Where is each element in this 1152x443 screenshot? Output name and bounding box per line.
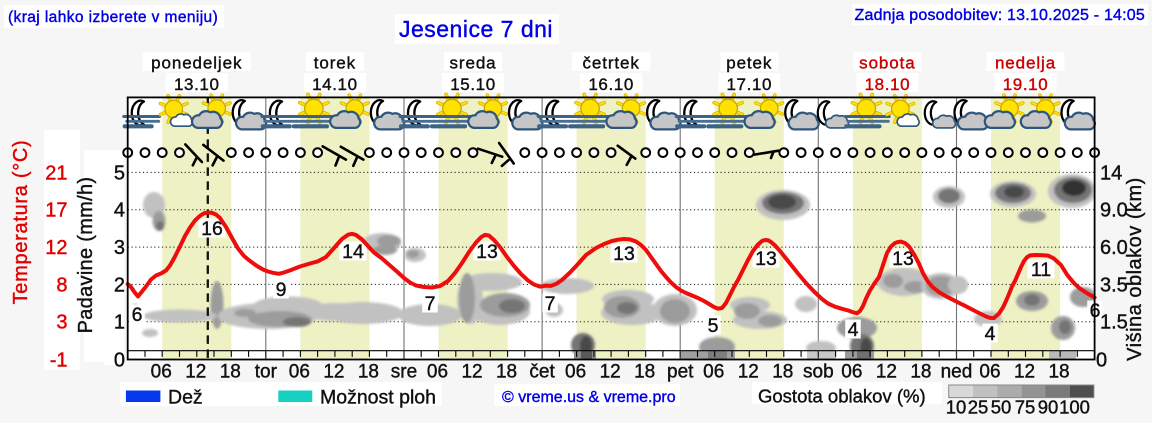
svg-text:Možnost ploh: Možnost ploh <box>320 387 436 409</box>
svg-text:19.10: 19.10 <box>1003 75 1049 94</box>
svg-text:ponedeljek: ponedeljek <box>151 54 242 73</box>
svg-text:12: 12 <box>1014 361 1035 382</box>
svg-text:Višina oblakov (km): Višina oblakov (km) <box>1124 177 1146 361</box>
svg-text:8: 8 <box>56 274 67 296</box>
svg-text:75: 75 <box>1015 397 1036 418</box>
svg-text:50: 50 <box>991 397 1012 418</box>
svg-text:2: 2 <box>114 274 125 296</box>
svg-text:sob: sob <box>803 361 834 382</box>
svg-text:18: 18 <box>772 361 793 382</box>
svg-text:ned: ned <box>941 361 973 382</box>
svg-text:5: 5 <box>114 162 125 184</box>
svg-text:torek: torek <box>314 54 356 73</box>
svg-text:06: 06 <box>151 361 172 382</box>
svg-text:13: 13 <box>755 248 777 270</box>
svg-text:6: 6 <box>132 304 143 326</box>
svg-text:13: 13 <box>613 243 635 265</box>
svg-text:12: 12 <box>185 361 206 382</box>
svg-text:06: 06 <box>979 361 1000 382</box>
svg-text:9: 9 <box>276 279 287 301</box>
svg-text:4: 4 <box>114 200 125 222</box>
svg-text:čet: čet <box>529 361 555 382</box>
svg-text:18: 18 <box>220 361 241 382</box>
svg-text:5: 5 <box>708 315 719 337</box>
svg-text:12: 12 <box>600 361 621 382</box>
svg-text:petek: petek <box>726 54 772 73</box>
svg-text:Gostota oblakov (%): Gostota oblakov (%) <box>758 386 926 407</box>
svg-text:3.5: 3.5 <box>1100 274 1128 296</box>
svg-text:16.10: 16.10 <box>588 75 634 94</box>
svg-text:06: 06 <box>703 361 724 382</box>
svg-text:14: 14 <box>342 241 364 263</box>
svg-text:3: 3 <box>56 312 67 334</box>
svg-text:Zadnja posodobitev: 13.10.2025: Zadnja posodobitev: 13.10.2025 - 14:05 <box>855 7 1145 24</box>
svg-text:21: 21 <box>45 162 67 184</box>
svg-text:100: 100 <box>1059 397 1090 418</box>
svg-text:0: 0 <box>1096 350 1107 372</box>
svg-text:06: 06 <box>427 361 448 382</box>
svg-text:06: 06 <box>289 361 310 382</box>
svg-text:90: 90 <box>1038 397 1059 418</box>
svg-text:0: 0 <box>114 350 125 372</box>
svg-text:10: 10 <box>946 397 967 418</box>
svg-text:4: 4 <box>848 319 859 341</box>
svg-text:sreda: sreda <box>450 54 497 73</box>
svg-text:14.10: 14.10 <box>312 75 358 94</box>
svg-text:16: 16 <box>201 218 223 240</box>
svg-text:18: 18 <box>1048 361 1069 382</box>
svg-text:12: 12 <box>738 361 759 382</box>
svg-text:13: 13 <box>476 241 498 263</box>
svg-text:13.10: 13.10 <box>174 75 220 94</box>
svg-text:9.0: 9.0 <box>1100 200 1128 222</box>
svg-text:15.10: 15.10 <box>450 75 496 94</box>
svg-text:18.10: 18.10 <box>865 75 911 94</box>
svg-text:13: 13 <box>892 248 914 270</box>
svg-text:Dež: Dež <box>168 387 203 409</box>
svg-text:12: 12 <box>461 361 482 382</box>
svg-text:7: 7 <box>545 293 556 315</box>
svg-text:Jesenice 7 dni: Jesenice 7 dni <box>399 16 553 42</box>
svg-text:6.0: 6.0 <box>1100 237 1128 259</box>
svg-text:06: 06 <box>565 361 586 382</box>
svg-text:25: 25 <box>968 397 989 418</box>
svg-text:7: 7 <box>425 293 436 315</box>
svg-text:sre: sre <box>391 361 417 382</box>
svg-text:18: 18 <box>634 361 655 382</box>
svg-text:11: 11 <box>1031 259 1051 281</box>
svg-text:12: 12 <box>323 361 344 382</box>
svg-text:17.10: 17.10 <box>727 75 773 94</box>
svg-text:12: 12 <box>45 237 67 259</box>
svg-text:06: 06 <box>841 361 862 382</box>
svg-text:18: 18 <box>910 361 931 382</box>
svg-text:17: 17 <box>45 200 67 222</box>
svg-text:18: 18 <box>358 361 379 382</box>
svg-text:1.5: 1.5 <box>1100 312 1128 334</box>
svg-text:3: 3 <box>114 237 125 259</box>
svg-text:1: 1 <box>114 312 125 334</box>
svg-text:nedelja: nedelja <box>995 54 1056 73</box>
svg-text:14: 14 <box>1100 162 1122 184</box>
svg-text:© vreme.us & vreme.pro: © vreme.us & vreme.pro <box>502 389 676 406</box>
svg-text:Temperatura (°C): Temperatura (°C) <box>10 140 32 305</box>
svg-text:Padavine (mm/h): Padavine (mm/h) <box>75 177 97 334</box>
svg-text:-1: -1 <box>50 350 68 372</box>
svg-text:12: 12 <box>876 361 897 382</box>
svg-text:(kraj lahko izberete v meniju): (kraj lahko izberete v meniju) <box>8 9 218 26</box>
svg-text:četrtek: četrtek <box>582 54 639 73</box>
svg-text:18: 18 <box>496 361 517 382</box>
svg-text:pet: pet <box>667 361 694 382</box>
svg-text:tor: tor <box>255 361 278 382</box>
svg-text:4: 4 <box>985 323 996 345</box>
svg-text:sobota: sobota <box>859 54 915 73</box>
